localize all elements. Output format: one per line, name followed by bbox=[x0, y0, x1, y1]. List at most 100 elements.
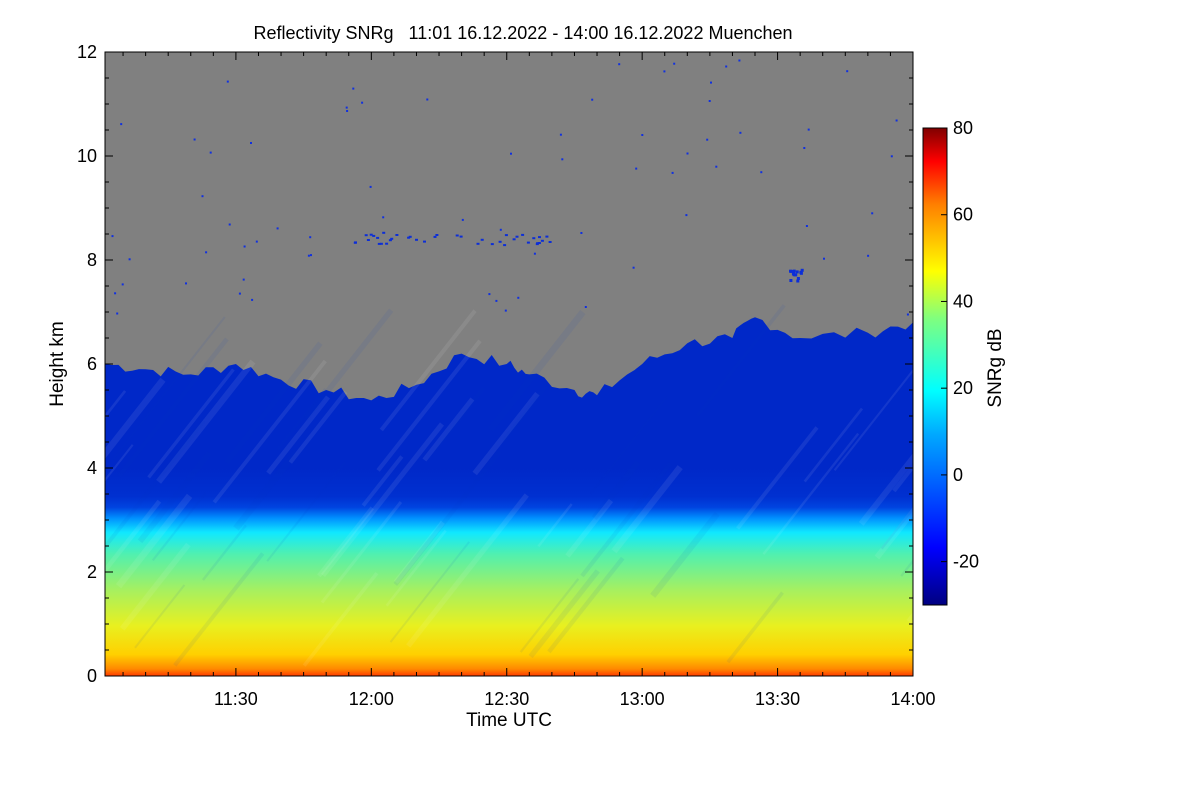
noise-speckle bbox=[794, 273, 798, 277]
noise-speckle bbox=[561, 158, 564, 161]
noise-speckle bbox=[201, 195, 204, 198]
noise-speckle bbox=[823, 257, 825, 260]
noise-speckles bbox=[111, 59, 909, 316]
noise-speckle bbox=[423, 240, 426, 243]
fall-streak bbox=[105, 444, 134, 482]
y-tick-label: 4 bbox=[87, 458, 97, 478]
fall-streak bbox=[212, 359, 327, 504]
colorbar-tick-label: 80 bbox=[953, 118, 973, 138]
noise-speckle bbox=[685, 214, 688, 217]
noise-speckle bbox=[580, 232, 583, 234]
fall-streak bbox=[134, 584, 186, 649]
y-axis: 0 2 4 6 8 10 12 bbox=[77, 42, 913, 686]
noise-speckle bbox=[476, 242, 480, 245]
fall-streak bbox=[379, 309, 477, 432]
x-axis: 11:30 12:00 12:30 13:00 13:30 14:00 bbox=[122, 52, 936, 709]
fall-streak bbox=[726, 591, 784, 664]
fall-streak bbox=[519, 578, 580, 653]
fall-streak bbox=[433, 386, 486, 451]
noise-speckle bbox=[226, 80, 229, 83]
noise-speckle bbox=[461, 218, 464, 221]
noise-speckle bbox=[361, 101, 364, 104]
y-tick-label: 10 bbox=[77, 146, 97, 166]
noise-speckle bbox=[372, 234, 376, 237]
fall-streak bbox=[288, 390, 348, 464]
noise-speckle bbox=[435, 234, 439, 236]
noise-speckle bbox=[382, 216, 385, 219]
noise-speckle bbox=[526, 241, 530, 244]
fall-streak bbox=[833, 368, 913, 471]
noise-speckle bbox=[243, 245, 246, 248]
noise-speckle bbox=[120, 123, 123, 126]
noise-speckle bbox=[366, 239, 370, 241]
fall-streak bbox=[119, 542, 191, 631]
noise-speckle bbox=[128, 258, 131, 261]
fall-streak bbox=[105, 377, 166, 459]
noise-speckle bbox=[364, 234, 368, 237]
noise-speckle bbox=[116, 312, 119, 315]
noise-speckle bbox=[310, 254, 312, 257]
fall-streak bbox=[156, 359, 256, 484]
noise-speckle bbox=[805, 225, 808, 227]
fall-streak bbox=[233, 449, 300, 531]
noise-speckle bbox=[559, 133, 562, 136]
noise-speckle bbox=[504, 309, 507, 312]
plot-area: 11:30 12:00 12:30 13:00 13:30 14:00 0 2 4 6 8 10 12 bbox=[77, 42, 1054, 709]
x-tick-label: 11:30 bbox=[214, 689, 258, 709]
noise-speckle bbox=[242, 278, 245, 281]
fall-streak bbox=[393, 449, 503, 586]
y-axis-label: Height km bbox=[47, 321, 68, 407]
noise-speckle bbox=[276, 227, 279, 230]
noise-speckle bbox=[791, 271, 795, 275]
noise-speckle bbox=[710, 81, 712, 84]
noise-speckle bbox=[706, 138, 709, 141]
noise-speckle bbox=[307, 254, 310, 257]
noise-speckle bbox=[354, 241, 357, 244]
y-tick-label: 6 bbox=[87, 354, 97, 374]
noise-speckle bbox=[725, 65, 728, 68]
fall-streak bbox=[900, 559, 913, 577]
noise-speckle bbox=[792, 269, 796, 273]
noise-speckle bbox=[895, 119, 898, 122]
noise-speckle bbox=[789, 269, 793, 273]
fall-streak bbox=[945, 561, 1009, 643]
noise-speckle bbox=[663, 70, 666, 73]
noise-speckle bbox=[385, 242, 389, 245]
noise-speckle bbox=[867, 254, 870, 257]
noise-speckle bbox=[395, 234, 399, 236]
colorbar-tick-label: 20 bbox=[953, 378, 973, 398]
noise-speckle bbox=[796, 277, 800, 280]
fall-streak bbox=[361, 455, 404, 507]
fall-streak bbox=[502, 385, 548, 442]
noise-speckle bbox=[455, 234, 459, 237]
x-tick-label: 14:00 bbox=[890, 689, 935, 709]
noise-speckle bbox=[495, 299, 498, 302]
noise-speckle bbox=[532, 237, 536, 240]
noise-speckle bbox=[255, 240, 258, 243]
noise-speckle bbox=[521, 233, 525, 236]
fall-streak bbox=[320, 501, 403, 604]
y-tick-label: 12 bbox=[77, 42, 97, 62]
fall-streak bbox=[589, 396, 668, 495]
x-tick-label: 13:00 bbox=[620, 689, 665, 709]
noise-speckle bbox=[408, 235, 412, 238]
noise-speckle bbox=[228, 223, 231, 226]
fall-streak bbox=[472, 391, 540, 476]
noise-speckle bbox=[352, 87, 355, 90]
colorbar-ticks: -20 0 20 40 60 80 bbox=[941, 118, 979, 572]
noise-speckle bbox=[459, 235, 463, 238]
fall-streak bbox=[650, 511, 720, 598]
x-tick-label: 13:30 bbox=[755, 689, 800, 709]
fall-streak bbox=[1007, 435, 1054, 494]
fall-streak bbox=[317, 506, 375, 578]
noise-speckle bbox=[503, 244, 507, 247]
noise-speckle bbox=[433, 235, 437, 238]
fall-streak bbox=[173, 552, 265, 667]
fall-streak bbox=[528, 569, 600, 659]
noise-speckle bbox=[517, 296, 520, 299]
fall-streak bbox=[736, 426, 819, 530]
fall-streak bbox=[892, 463, 913, 493]
noise-speckle bbox=[536, 242, 540, 245]
noise-speckle bbox=[388, 239, 392, 242]
